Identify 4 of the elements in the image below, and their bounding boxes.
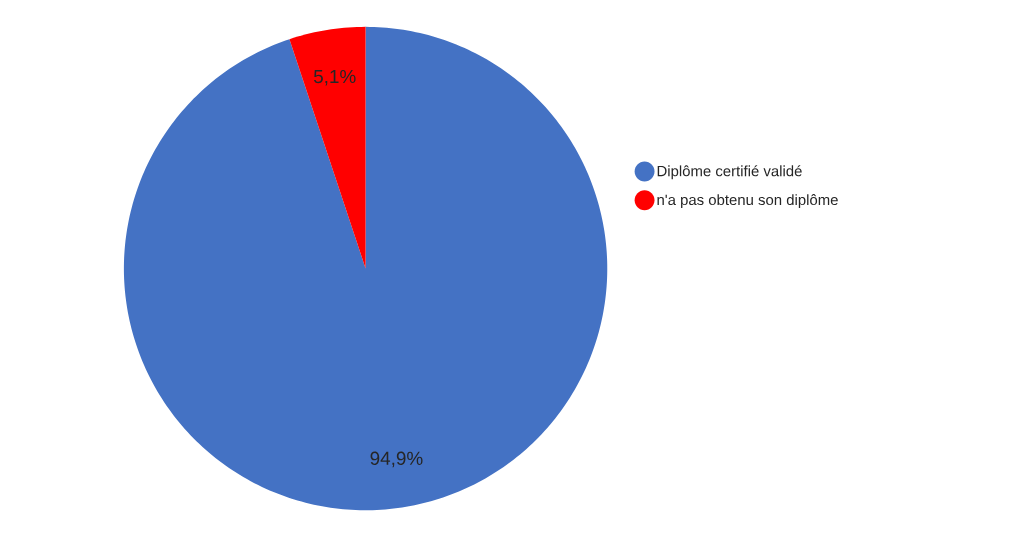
legend-label: n'a pas obtenu son diplôme bbox=[657, 194, 838, 209]
data-label: 94,9% bbox=[370, 451, 423, 468]
data-label: 5,1% bbox=[313, 69, 356, 86]
legend-label: Diplôme certifié validé bbox=[657, 165, 802, 180]
